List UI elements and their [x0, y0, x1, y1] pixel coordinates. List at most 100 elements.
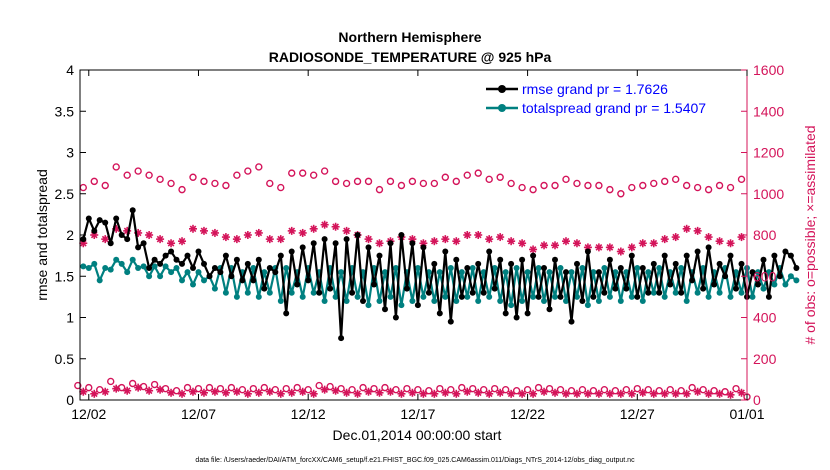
totalspread-point — [365, 302, 372, 309]
obs-possible-marker — [167, 179, 175, 188]
totalspread-point — [321, 298, 328, 304]
obs-assimilated-stroke — [398, 390, 405, 398]
data-layer — [74, 163, 800, 401]
totalspread-point — [535, 265, 542, 271]
totalspread-point — [179, 277, 185, 284]
obs-assimilated-stroke — [672, 233, 680, 241]
rmse-point — [606, 256, 613, 263]
totalspread-point — [486, 293, 493, 300]
obs-possible-marker — [260, 383, 269, 392]
obs-assimilated-marker — [199, 226, 208, 235]
totalspread-point — [464, 293, 471, 300]
obs-assimilated-stroke — [178, 390, 186, 398]
obs-assimilated-stroke — [496, 233, 504, 241]
obs-possible-marker — [277, 183, 285, 192]
obs-assimilated-stroke — [496, 389, 504, 397]
obs-assimilated-stroke — [387, 388, 394, 396]
obs-assimilated-marker — [210, 387, 219, 396]
obs-assimilated-marker — [123, 386, 132, 395]
y-left-tick-label: 0 — [66, 392, 74, 408]
totalspread-point — [398, 302, 405, 309]
totalspread-point — [579, 265, 586, 271]
obs-assimilated-stroke — [101, 235, 109, 243]
obs-assimilated-stroke — [310, 225, 318, 233]
obs-assimilated-stroke — [222, 389, 230, 397]
totalspread-point — [222, 289, 229, 296]
legend-spread-label: totalspread grand pr = 1.5407 — [522, 100, 706, 116]
rmse-point — [776, 273, 783, 280]
totalspread-point — [96, 277, 103, 284]
rmse-point — [151, 256, 158, 263]
y-right-tick-label: 1000 — [753, 186, 784, 202]
obs-assimilated-marker — [518, 389, 527, 398]
obs-possible-marker — [145, 171, 153, 179]
y-left-tick-label: 2 — [66, 227, 74, 243]
obs-possible-marker — [671, 175, 680, 184]
obs-assimilated-marker — [704, 389, 713, 398]
obs-assimilated-marker — [188, 224, 197, 233]
obs-assimilated-stroke — [474, 389, 482, 397]
obs-assimilated-stroke — [518, 390, 526, 398]
totalspread-point — [694, 289, 701, 296]
x-tick-label: 12/12 — [291, 406, 326, 422]
obs-possible-marker — [315, 381, 323, 390]
rmse-point — [552, 256, 558, 263]
rmse-point — [601, 289, 608, 296]
rmse-point — [491, 285, 498, 292]
rmse-point — [722, 273, 729, 280]
rmse-point — [129, 207, 136, 214]
totalspread-point — [491, 265, 498, 271]
obs-assimilated-stroke — [463, 231, 471, 239]
obs-assimilated-marker — [178, 237, 187, 246]
legend-rmse-label: rmse grand pr = 1.7626 — [522, 81, 668, 97]
totalspread-point — [343, 298, 350, 304]
totalspread-point — [162, 263, 169, 270]
obs-assimilated-marker — [199, 388, 208, 397]
totalspread-point — [552, 293, 558, 300]
rmse-point — [409, 240, 416, 247]
y-left-tick-label: 4 — [66, 62, 74, 78]
footnote: data file: /Users/raeder/DAI/ATM_forcXX/… — [195, 457, 635, 464]
x-tick-label: 12/02 — [71, 406, 106, 422]
obs-assimilated-stroke — [200, 227, 208, 235]
obs-possible-marker — [452, 177, 460, 186]
obs-assimilated-marker — [561, 237, 570, 246]
totalspread-point — [765, 269, 772, 276]
obs-possible-marker — [578, 385, 587, 394]
obs-possible-marker — [595, 181, 603, 190]
rmse-point — [793, 265, 800, 271]
obs-assimilated-stroke — [321, 386, 329, 394]
obs-assimilated-stroke — [288, 227, 296, 235]
rmse-point — [574, 260, 580, 267]
obs-possible-marker — [178, 185, 186, 194]
rmse-point — [535, 293, 542, 300]
obs-assimilated-stroke — [694, 388, 701, 396]
obs-assimilated-marker — [726, 390, 735, 399]
obs-possible-marker — [682, 181, 691, 190]
obs-assimilated-stroke — [354, 390, 361, 398]
obs-assimilated-marker — [594, 389, 603, 398]
obs-assimilated-marker — [90, 389, 99, 398]
obs-assimilated-marker — [397, 389, 406, 398]
obs-assimilated-stroke — [540, 241, 548, 249]
y-right-tick-label: 0 — [753, 392, 761, 408]
obs-assimilated-stroke — [595, 244, 603, 251]
obs-assimilated-marker — [616, 389, 625, 398]
rmse-point — [502, 310, 509, 317]
obs-possible-marker — [628, 183, 636, 192]
rmse-point — [442, 248, 449, 255]
obs-possible-marker — [408, 177, 417, 186]
obs-possible-marker — [562, 175, 570, 184]
totalspread-point — [266, 289, 273, 296]
obs-possible-marker — [293, 383, 301, 392]
obs-assimilated-marker — [518, 239, 527, 248]
obs-assimilated-marker — [452, 237, 461, 246]
obs-possible-marker — [507, 179, 515, 188]
totalspread-point — [574, 293, 580, 300]
obs-assimilated-marker — [342, 226, 351, 235]
rmse-point — [524, 310, 531, 317]
rmse-point — [102, 219, 109, 226]
obs-assimilated-marker — [156, 385, 165, 394]
obs-assimilated-marker — [167, 239, 176, 248]
rmse-point — [755, 281, 761, 288]
